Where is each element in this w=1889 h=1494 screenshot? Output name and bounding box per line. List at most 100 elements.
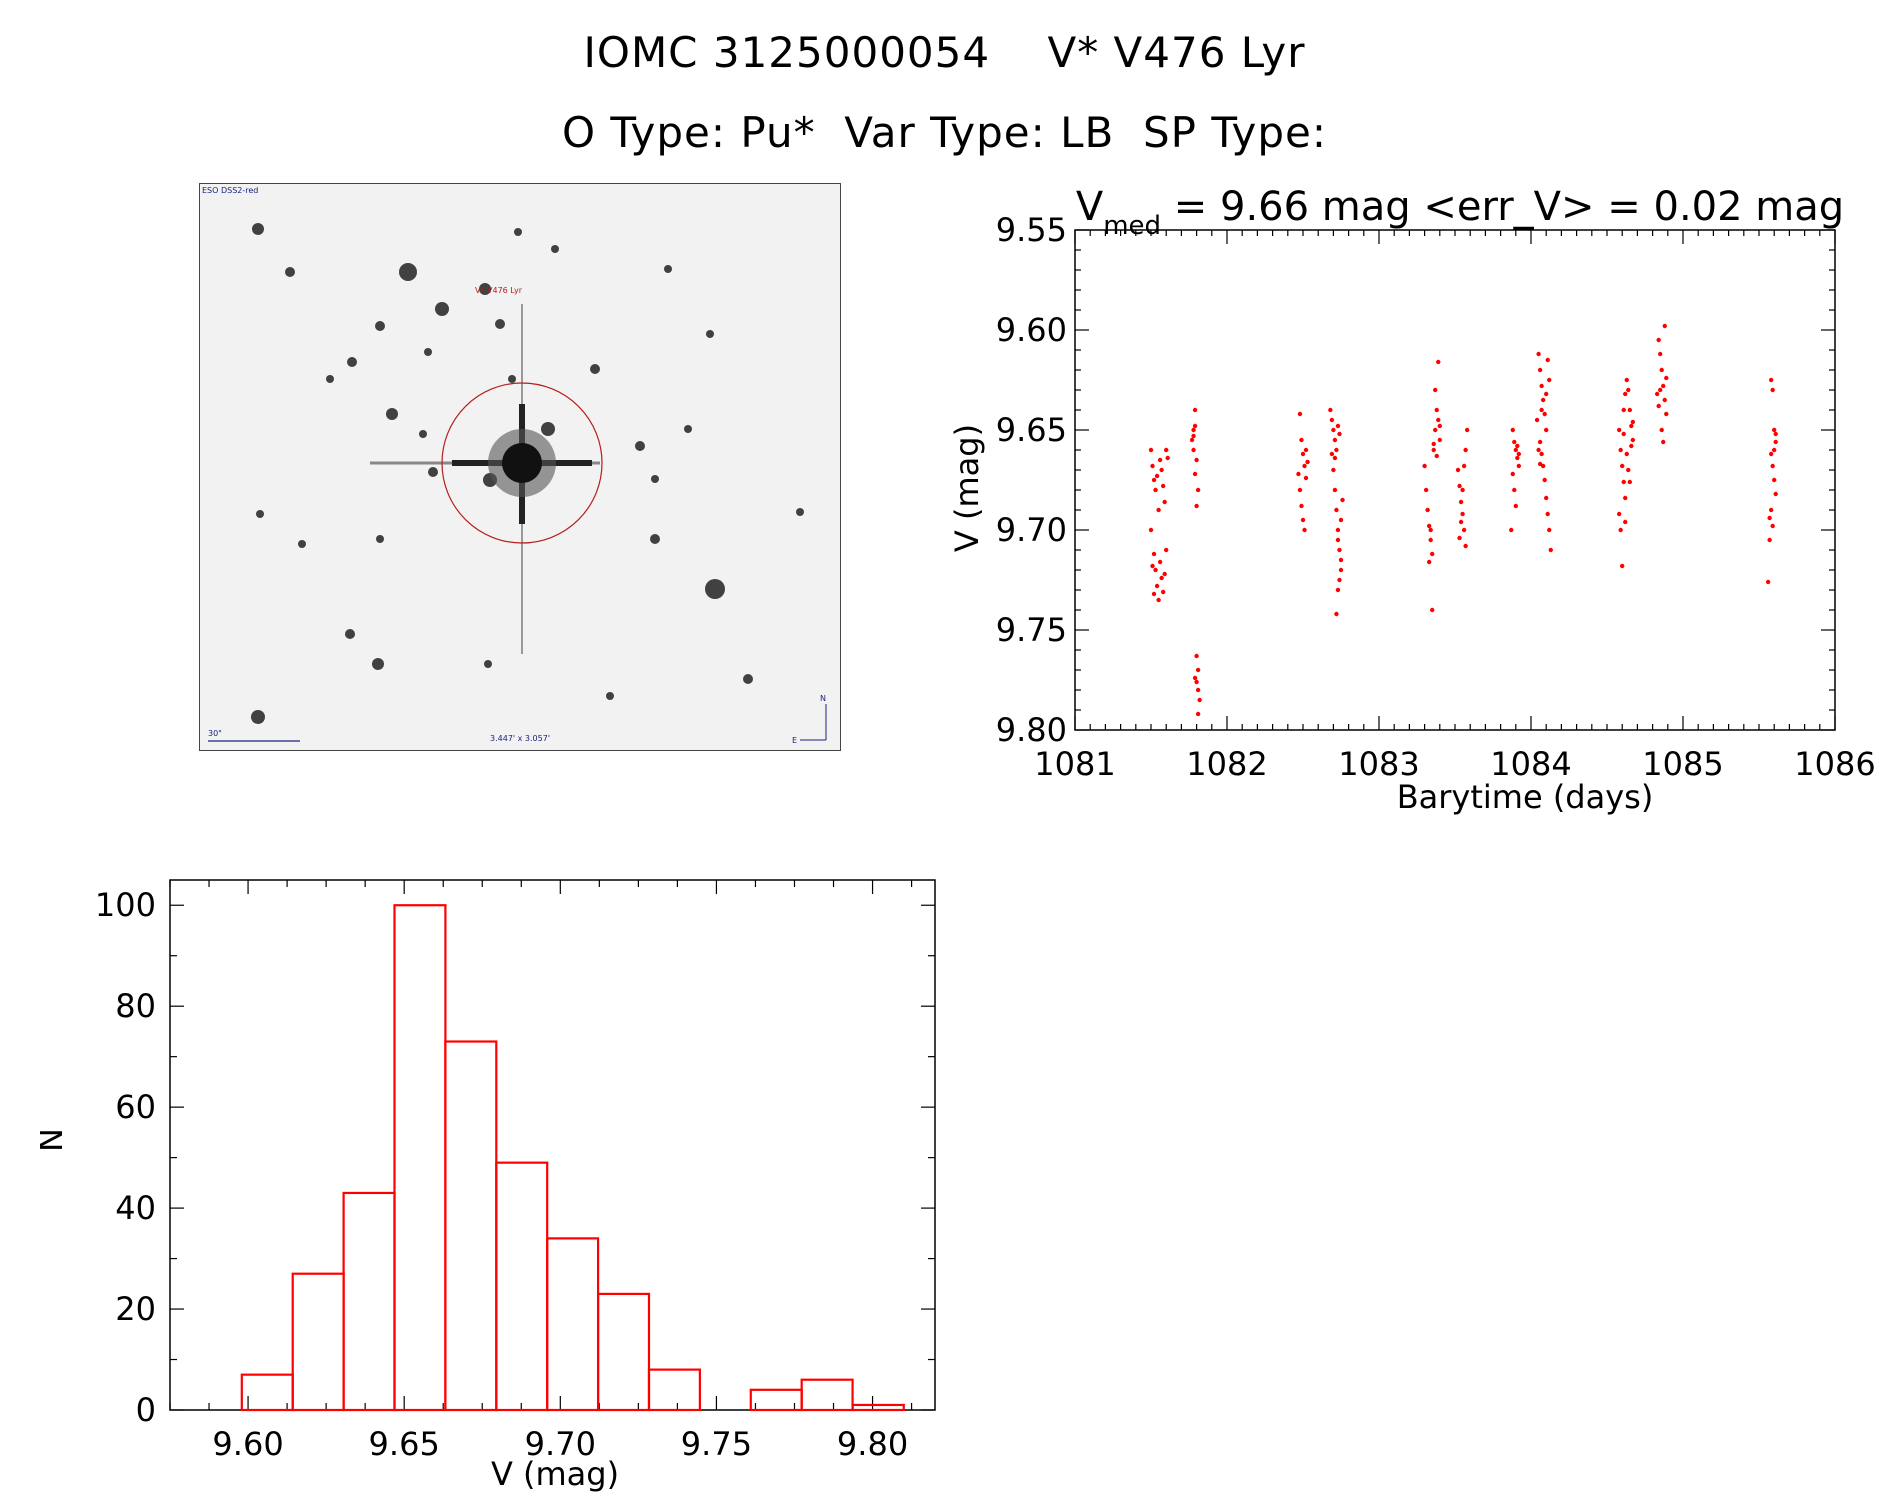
data-point bbox=[1299, 503, 1304, 509]
data-point bbox=[1513, 503, 1518, 509]
data-point bbox=[1303, 447, 1309, 453]
data-point bbox=[1460, 487, 1465, 493]
data-point bbox=[1621, 479, 1626, 485]
data-point bbox=[1192, 675, 1198, 681]
sky-field bbox=[200, 184, 840, 750]
data-point bbox=[1297, 411, 1303, 417]
histogram-bar bbox=[342, 1191, 396, 1412]
data-point bbox=[1659, 427, 1664, 433]
histogram-bar bbox=[393, 904, 447, 1412]
histogram-bar bbox=[800, 1378, 854, 1412]
data-point bbox=[1654, 391, 1660, 397]
data-point bbox=[1299, 437, 1304, 443]
data-point bbox=[1516, 451, 1522, 457]
data-point bbox=[1460, 511, 1465, 517]
star bbox=[376, 535, 384, 543]
data-point bbox=[1539, 407, 1544, 413]
data-point bbox=[1332, 437, 1338, 443]
star bbox=[251, 710, 265, 724]
data-point bbox=[1153, 567, 1158, 573]
histogram-bar bbox=[495, 1161, 549, 1412]
data-point bbox=[1624, 377, 1629, 383]
data-point bbox=[1337, 431, 1342, 437]
data-point bbox=[1300, 517, 1306, 523]
x-tick-label: 9.80 bbox=[837, 1425, 908, 1463]
y-tick-label: 20 bbox=[115, 1290, 156, 1328]
data-point bbox=[1516, 463, 1522, 469]
histogram-bar bbox=[596, 1292, 651, 1412]
data-point bbox=[1437, 423, 1442, 429]
data-point bbox=[1165, 455, 1170, 461]
light-curve-title: Vmed = 9.66 mag <err_V> = 0.02 mag bbox=[1076, 184, 1844, 241]
histogram-bar bbox=[291, 1272, 345, 1412]
data-point bbox=[1545, 357, 1550, 363]
light-curve-points bbox=[1148, 323, 1778, 717]
data-point bbox=[1624, 451, 1629, 457]
data-point bbox=[1302, 463, 1307, 469]
data-point bbox=[1770, 463, 1775, 469]
data-point bbox=[1194, 457, 1199, 463]
data-point bbox=[1513, 447, 1518, 453]
data-point bbox=[1540, 397, 1546, 403]
data-point bbox=[1770, 523, 1775, 529]
star bbox=[252, 223, 264, 235]
data-point bbox=[1544, 427, 1549, 433]
data-point bbox=[1338, 517, 1344, 523]
data-point bbox=[1297, 487, 1303, 493]
data-point bbox=[1434, 453, 1439, 459]
data-point bbox=[1455, 467, 1461, 473]
data-point bbox=[1773, 431, 1778, 437]
data-point bbox=[1431, 447, 1436, 453]
data-point bbox=[1153, 487, 1158, 493]
data-point bbox=[1335, 527, 1341, 533]
y-tick-label: 9.60 bbox=[996, 311, 1067, 349]
data-point bbox=[1150, 463, 1155, 469]
data-point bbox=[1195, 711, 1201, 717]
data-point bbox=[1512, 439, 1517, 445]
y-tick-label: 9.55 bbox=[996, 211, 1067, 249]
star bbox=[495, 319, 505, 329]
data-point bbox=[1621, 431, 1626, 437]
data-point bbox=[1512, 487, 1517, 493]
data-point bbox=[1621, 407, 1626, 413]
data-point bbox=[1542, 477, 1547, 483]
data-point bbox=[1148, 447, 1154, 453]
data-point bbox=[1154, 473, 1160, 479]
finder-chart-image: ESO DSS2-red V* V476 Lyr 30" 3.447' x 3.… bbox=[199, 183, 841, 751]
data-point bbox=[1156, 597, 1161, 603]
histogram-y-label: N bbox=[40, 1128, 70, 1152]
data-point bbox=[1164, 447, 1169, 453]
data-point bbox=[1458, 519, 1464, 525]
x-tick-label: 1082 bbox=[1186, 745, 1267, 783]
star bbox=[399, 263, 417, 281]
target-star bbox=[502, 443, 542, 483]
data-point bbox=[1773, 491, 1778, 497]
data-point bbox=[1331, 467, 1336, 473]
data-point bbox=[1159, 575, 1164, 581]
star bbox=[285, 267, 295, 277]
data-point bbox=[1544, 391, 1549, 397]
data-point bbox=[1627, 407, 1632, 413]
data-point bbox=[1623, 391, 1628, 397]
star bbox=[743, 674, 753, 684]
histogram-bar bbox=[851, 1403, 905, 1412]
star bbox=[706, 330, 714, 338]
data-point bbox=[1191, 447, 1196, 453]
star bbox=[541, 422, 555, 436]
object-type-line: O Type: Pu* Var Type: LB SP Type: bbox=[562, 108, 1327, 157]
data-point bbox=[1536, 447, 1541, 453]
star bbox=[664, 265, 672, 273]
star bbox=[705, 579, 725, 599]
histogram-chart: 9.60 9.65 9.70 9.75 9.80 0 20 40 60 80 100 V (mag)… bbox=[40, 879, 936, 1493]
light-curve-frame bbox=[1074, 229, 1836, 731]
data-point bbox=[1332, 487, 1338, 493]
star bbox=[372, 658, 384, 670]
star bbox=[508, 375, 516, 383]
data-point bbox=[1329, 417, 1335, 423]
data-point bbox=[1658, 351, 1663, 357]
data-point bbox=[1656, 403, 1661, 409]
y-tick-label: 9.70 bbox=[996, 511, 1067, 549]
data-point bbox=[1334, 507, 1339, 513]
y-tick-label: 9.65 bbox=[996, 411, 1067, 449]
data-point bbox=[1461, 527, 1467, 533]
